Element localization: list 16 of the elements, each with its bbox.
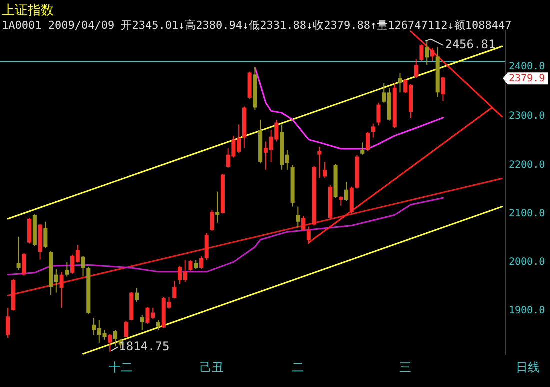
annotation: 2456.81	[445, 38, 496, 52]
annotation: 1814.75	[119, 339, 170, 354]
text: 2379.9	[509, 73, 546, 84]
y-tick-label: 2000.0	[509, 256, 546, 268]
x-tick-label: 十二	[108, 360, 133, 374]
y-tick-label: 2300.0	[509, 111, 546, 122]
y-tick-label: 2400.0	[509, 62, 546, 73]
y-tick-label: 2100.0	[509, 208, 546, 220]
chart-title: 上证指数	[2, 4, 54, 19]
text: 日线	[516, 360, 540, 374]
x-tick-label: 二	[292, 360, 304, 374]
x-tick-label: 己丑	[200, 360, 224, 374]
y-tick-label: 1900.0	[509, 306, 546, 317]
y-tick-label: 2200.0	[509, 160, 546, 171]
chart-subtitle: 1A0001 2009/04/09 开2345.01↓高2380.94↓低2331.88↓收2379.88↑量126747112↓额1088447	[2, 19, 512, 32]
x-tick-label: 三	[400, 360, 412, 374]
